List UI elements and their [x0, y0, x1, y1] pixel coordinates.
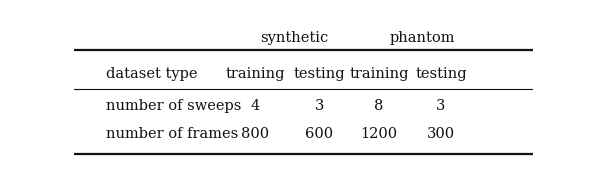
Text: number of sweeps: number of sweeps — [106, 99, 242, 113]
Text: testing: testing — [415, 67, 467, 81]
Text: 600: 600 — [305, 127, 333, 142]
Text: 3: 3 — [436, 99, 446, 113]
Text: 3: 3 — [315, 99, 324, 113]
Text: 800: 800 — [241, 127, 269, 142]
Text: 4: 4 — [250, 99, 260, 113]
Text: 8: 8 — [374, 99, 384, 113]
Text: synthetic: synthetic — [260, 32, 329, 46]
Text: 1200: 1200 — [361, 127, 398, 142]
Text: testing: testing — [294, 67, 345, 81]
Text: dataset type: dataset type — [106, 67, 198, 81]
Text: 300: 300 — [427, 127, 455, 142]
Text: training: training — [349, 67, 409, 81]
Text: number of frames: number of frames — [106, 127, 239, 142]
Text: training: training — [226, 67, 285, 81]
Text: phantom: phantom — [390, 32, 455, 46]
